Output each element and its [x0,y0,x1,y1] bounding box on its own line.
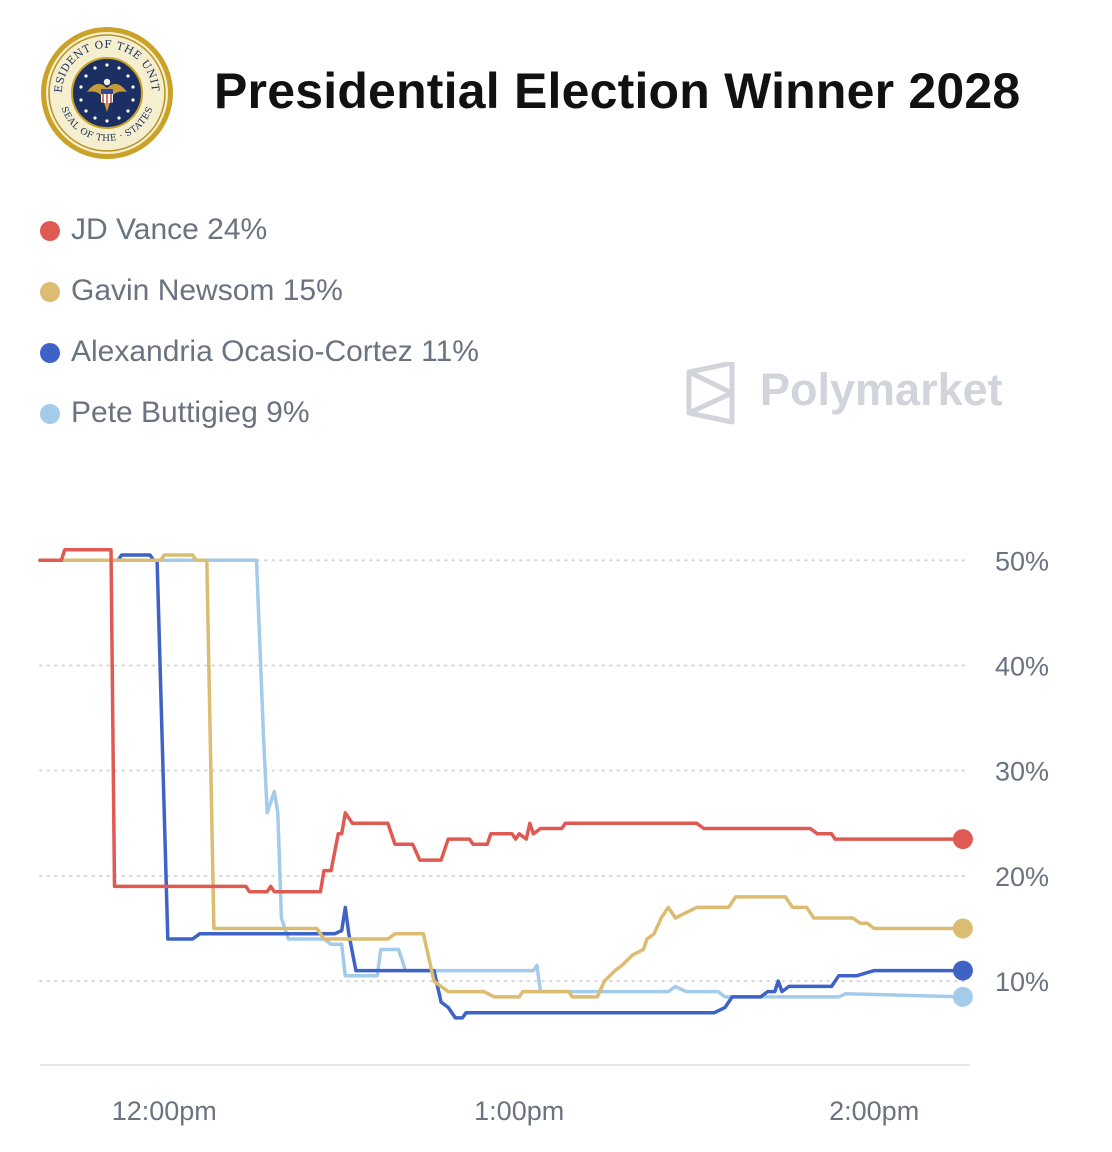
series-line [38,558,965,999]
legend-item: Alexandria Ocasio-Cortez 11% [40,328,479,389]
series-line [38,547,965,894]
x-tick-label: 2:00pm [829,1096,919,1126]
header: PRESIDENT OF THE UNITED SEAL OF THE · ST… [40,26,1100,166]
series-end-marker [952,986,973,1007]
polymarket-wordmark: Polymarket [760,364,1003,415]
series-end-marker [952,960,973,981]
series-line [38,553,965,999]
series-line [38,553,965,1020]
line-chart: 50% 40% 30% 20% 10% 12:00pm 1:00pm 2:00pm [38,546,1049,1126]
presidential-seal-icon: PRESIDENT OF THE UNITED SEAL OF THE · ST… [40,26,173,159]
x-tick-label: 12:00pm [112,1096,217,1126]
y-tick-label: 10% [995,967,1049,997]
y-tick-label: 20% [995,862,1049,892]
legend-dot-icon [40,404,60,424]
legend-dot-icon [40,343,60,363]
x-tick-label: 1:00pm [474,1096,564,1126]
legend-label: JD Vance 24% [71,213,268,246]
polymarket-watermark: Polymarket [682,362,1032,426]
y-axis-labels: 50% 40% 30% 20% 10% [995,546,1049,997]
legend: JD Vance 24% Gavin Newsom 15% Alexandria O… [40,206,479,450]
legend-item: JD Vance 24% [40,206,479,267]
series-end-marker [952,829,973,850]
page-title: Presidential Election Winner 2028 [214,63,1021,119]
y-tick-label: 30% [995,757,1049,787]
legend-label: Alexandria Ocasio-Cortez 11% [71,335,479,368]
y-tick-label: 50% [995,546,1049,576]
polymarket-logo-icon [686,362,735,425]
legend-dot-icon [40,221,60,241]
legend-dot-icon [40,282,60,302]
y-tick-label: 40% [995,651,1049,681]
chart-series [38,547,973,1020]
legend-label: Gavin Newsom 15% [71,274,343,307]
legend-label: Pete Buttigieg 9% [71,396,310,429]
legend-item: Gavin Newsom 15% [40,267,479,328]
series-end-marker [952,918,973,939]
legend-item: Pete Buttigieg 9% [40,389,479,450]
x-axis-labels: 12:00pm 1:00pm 2:00pm [112,1096,919,1126]
